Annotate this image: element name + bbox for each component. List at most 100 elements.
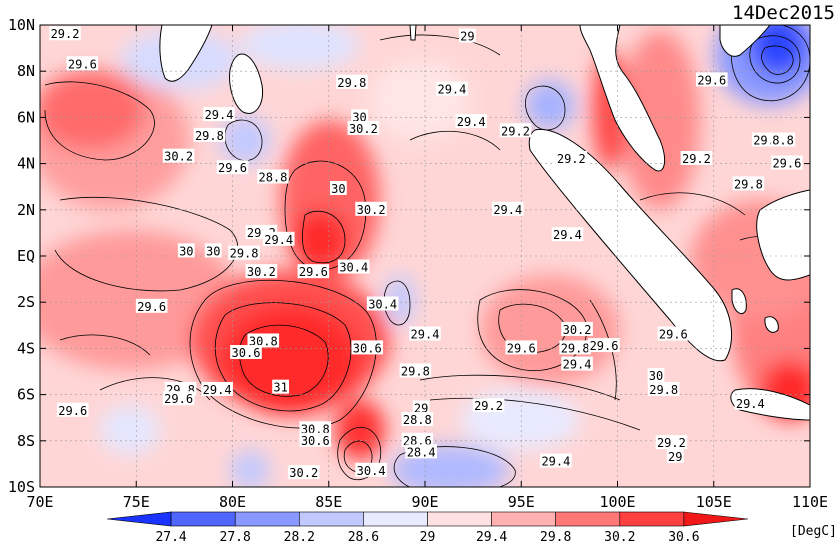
contour-label: 28.4 bbox=[405, 444, 437, 459]
contour-label-bg bbox=[257, 169, 289, 184]
contour-label: 29.6 bbox=[297, 264, 330, 279]
colorbar-segment bbox=[106, 511, 172, 527]
latitude-label: 4N bbox=[17, 155, 35, 173]
contour-label: 29 bbox=[458, 28, 476, 44]
colorbar-tick-label: 30.6 bbox=[668, 530, 699, 545]
contour-label: 30.2 bbox=[355, 201, 387, 217]
contour-label-bg bbox=[505, 340, 538, 355]
contour-label-text: 29.4 bbox=[264, 233, 293, 247]
contour-label: 29.6 bbox=[135, 298, 168, 314]
contour-label: 29.6 bbox=[771, 155, 803, 171]
contour-label-bg bbox=[734, 395, 767, 410]
contour-label-text: 29.6 bbox=[659, 328, 688, 342]
vietnam-coast bbox=[719, 25, 771, 57]
contour-label-text: 29.6 bbox=[697, 73, 726, 87]
contour-label-text: 29.2 bbox=[557, 152, 586, 166]
sri-lanka-landmass bbox=[229, 53, 264, 114]
contour-label-text: 30 bbox=[206, 244, 220, 258]
colorbar-tick-label: 27.8 bbox=[220, 530, 251, 545]
longitude-label: 85E bbox=[315, 493, 342, 511]
colorbar-tick-label: 27.4 bbox=[155, 530, 186, 545]
contour-labels: 29.2 29.6 29.4 29.8 30.2 29.6 28.8 29.8 30 30.2 29… bbox=[49, 26, 803, 480]
colorbar-segment bbox=[427, 511, 492, 527]
contour-label-text: 30 bbox=[331, 182, 345, 196]
contour-label-bg bbox=[647, 381, 680, 396]
contour-label-text: 28.6 bbox=[403, 434, 432, 448]
contour-label: 29.2 bbox=[555, 150, 588, 166]
contour-label-text: 29 bbox=[668, 450, 682, 464]
contour-label-bg bbox=[366, 296, 399, 311]
contour-label: 29.4 bbox=[436, 81, 468, 97]
contour-label: 31 bbox=[272, 379, 290, 395]
bangka-island bbox=[731, 288, 747, 315]
contour-label-bg bbox=[472, 398, 505, 413]
contour-label: 29 bbox=[666, 448, 684, 464]
colorbar-segment bbox=[170, 511, 236, 527]
contour-label: 29.2 bbox=[499, 123, 532, 138]
contour-label-text: 28.8 bbox=[403, 413, 432, 427]
contour-label: 30 bbox=[204, 243, 222, 258]
contour-label-text: 29.6 bbox=[772, 157, 801, 171]
contour-label: 29.4 bbox=[455, 114, 487, 129]
contour-label: 29.2 bbox=[49, 26, 81, 41]
contour-label-text: 30.4 bbox=[339, 261, 368, 275]
colorbar-tick-label: 29 bbox=[420, 530, 436, 545]
colorbar-segment bbox=[683, 511, 749, 527]
longitude-label: 80E bbox=[219, 493, 246, 511]
contour-label-text: 30.4 bbox=[368, 298, 397, 312]
contour-label-bg bbox=[203, 107, 235, 122]
contour-label-text: 29.4 bbox=[493, 203, 522, 217]
contour-label-bg bbox=[666, 448, 684, 463]
longitude-label: 110E bbox=[792, 493, 828, 511]
contour-label-text: 29 bbox=[460, 30, 474, 44]
longitude-axis: 70E 75E 80E 85E 90E 95E 100E 105E 110E bbox=[26, 493, 828, 511]
contour-label-bg bbox=[732, 176, 765, 191]
contour-label-bg bbox=[401, 432, 434, 447]
latitude-label: 10N bbox=[8, 16, 35, 34]
longitude-label: 95E bbox=[508, 493, 535, 511]
contour-label-bg bbox=[499, 123, 532, 138]
contour-label-text: 29.4 bbox=[205, 108, 234, 122]
contour-label-text: 29.6 bbox=[507, 341, 536, 355]
contour-label: 29.6 bbox=[66, 56, 99, 71]
latitude-axis: 10N 8N 6N 4N 2N EQ 2S 4S 6S 8S 10S bbox=[8, 16, 35, 496]
latitude-label: 2N bbox=[17, 201, 35, 219]
colorbar-tick-label: 30.2 bbox=[604, 530, 635, 545]
contour-label-bg bbox=[561, 356, 593, 371]
colorbar-segment bbox=[619, 511, 685, 527]
contour-label-bg bbox=[247, 333, 280, 348]
contour-label-text: 29.8 bbox=[195, 129, 224, 143]
contour-label-bg bbox=[771, 155, 803, 170]
contour-label-text: 29.8 bbox=[337, 76, 366, 90]
contour-label-bg bbox=[177, 243, 195, 258]
contour-label: 29.4 bbox=[734, 395, 767, 411]
colorbar-tick-label: 29.8 bbox=[540, 530, 571, 545]
contour-label-text: 28.4 bbox=[407, 445, 436, 459]
contour-label-text: 29 bbox=[414, 401, 428, 415]
contour-label-bg bbox=[588, 338, 620, 353]
longitude-label: 105E bbox=[696, 493, 732, 511]
sumatra-landmass bbox=[528, 128, 733, 362]
latitude-label: 4S bbox=[17, 339, 35, 357]
contour-label-text: 29.6 bbox=[137, 300, 166, 314]
contour-label-bg bbox=[409, 326, 441, 341]
contour-label: 29.8 bbox=[399, 363, 432, 379]
contour-label-bg bbox=[770, 132, 796, 147]
colorbar-segment bbox=[363, 511, 428, 527]
contour-label-text: 8.8 bbox=[772, 134, 794, 148]
contour-label: 29.6 bbox=[505, 340, 538, 355]
contour-label-text: 30.2 bbox=[563, 323, 592, 337]
contour-label: 29.6 bbox=[657, 326, 690, 342]
contour-lines bbox=[44, 25, 810, 487]
contour-label-bg bbox=[401, 412, 434, 427]
contour-label-bg bbox=[299, 421, 332, 436]
contour-label: 29.8 bbox=[228, 245, 260, 261]
contour-label: 30.4 bbox=[366, 296, 399, 312]
contour-label-text: 29.6 bbox=[164, 392, 193, 406]
contour-label-bg bbox=[458, 28, 476, 43]
contour-label-bg bbox=[49, 26, 81, 41]
contour-label-text: 29.4 bbox=[553, 228, 582, 242]
contour-label-bg bbox=[193, 127, 226, 142]
contour-label-text: 29.4 bbox=[203, 383, 232, 397]
